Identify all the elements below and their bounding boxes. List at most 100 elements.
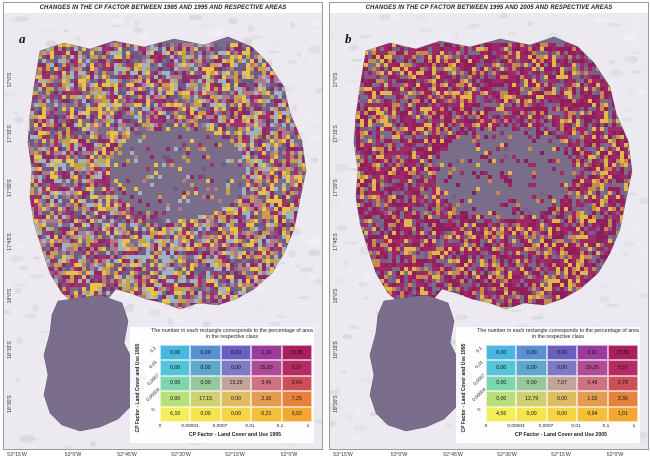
transition-matrix: The number in each rectangle corresponds… xyxy=(456,327,640,443)
lon-label: 52°45'W xyxy=(443,452,463,458)
matrix-x-tick: 0,1 xyxy=(276,424,284,429)
panel-title: CHANGES IN THE CP FACTOR BETWEEN 1995 AN… xyxy=(365,5,613,11)
lon-label: 53°15'W xyxy=(7,452,27,458)
transition-matrix: The number in each rectangle corresponds… xyxy=(130,327,314,443)
matrix-cell: 12,79 xyxy=(516,391,547,407)
lon-label: 52°30'W xyxy=(497,452,517,458)
matrix-cell: 0,00 xyxy=(516,375,547,392)
matrix-cell: 0,00 xyxy=(546,360,578,376)
lat-label: 18°0'S xyxy=(7,288,13,304)
matrix-x-tick: 0,00004 xyxy=(507,424,525,429)
matrix-cell: 0,00 xyxy=(160,345,191,361)
latitude-labels: 17°0'S 17°15'S 17°30'S 17°45'S 18°0'S 18… xyxy=(4,3,16,449)
lon-label: 52°15'W xyxy=(551,452,571,458)
matrix-x-tick: 0,0007 xyxy=(212,424,228,429)
lat-label: 17°45'S xyxy=(7,233,13,251)
matrix-cell: 3,37 xyxy=(281,360,312,376)
matrix-cell: 7,07 xyxy=(546,375,578,392)
matrix-caption: The number in each rectangle corresponds… xyxy=(151,328,313,341)
matrix-cell: 7,25 xyxy=(281,391,312,407)
matrix-x-title: CP Factor - Land Cover and Use 2005 xyxy=(514,432,608,438)
matrix-cell: 0,48 xyxy=(577,375,608,392)
lat-label: 17°15'S xyxy=(333,125,339,143)
matrix-grid: 0,00 0,00 0,00 1,16 13,39 0,00 0,00 0,00 25,83 3,… xyxy=(160,345,312,422)
lon-label: 52°0'W xyxy=(606,452,624,458)
lon-label: 53°15'W xyxy=(333,452,353,458)
matrix-cell: 0,00 xyxy=(160,360,191,376)
matrix-cell: 0,00 xyxy=(190,406,221,422)
matrix-x-tick: 0,00004 xyxy=(181,424,199,429)
lat-label: 17°45'S xyxy=(333,233,339,251)
matrix-cell: 9,64 xyxy=(281,375,312,392)
lat-label: 18°15'S xyxy=(7,341,13,359)
matrix-cell: 3,46 xyxy=(251,375,282,392)
cp-factor-raster xyxy=(28,43,306,315)
matrix-x-tick: 0 xyxy=(484,424,488,429)
matrix-cell: 0,00 xyxy=(160,375,191,392)
matrix-cell: 3,36 xyxy=(607,391,638,407)
matrix-cell: 13,29 xyxy=(220,375,252,392)
matrix-cell: 2,30 xyxy=(251,391,282,407)
lat-label: 18°30'S xyxy=(333,395,339,413)
matrix-cell: 0,00 xyxy=(546,345,578,361)
matrix-cell: 0,00 xyxy=(546,406,578,422)
panel-a: CHANGES IN THE CP FACTOR BETWEEN 1985 AN… xyxy=(3,2,323,450)
matrix-cell: 4,56 xyxy=(486,406,517,422)
lat-label: 17°0'S xyxy=(7,72,13,88)
matrix-cell: 0,00 xyxy=(190,375,221,392)
matrix-grid: 0,00 0,00 0,00 0,91 37,55 0,00 0,00 0,00 29,35 3,… xyxy=(486,345,638,422)
lon-label: 52°15'W xyxy=(225,452,245,458)
matrix-cell: 0,00 xyxy=(220,360,252,376)
matrix-cell: 0,00 xyxy=(190,345,221,361)
matrix-cell: 0,00 xyxy=(220,345,252,361)
matrix-cell: 1,16 xyxy=(251,345,282,361)
matrix-cell: 0,02 xyxy=(281,406,312,422)
matrix-cell: 17,15 xyxy=(190,391,221,407)
matrix-x-tick: 0,1 xyxy=(602,424,610,429)
matrix-x-tick: 0 xyxy=(158,424,162,429)
matrix-cell: 0,00 xyxy=(516,406,547,422)
matrix-x-title: CP Factor - Land Cover and Use 1995 xyxy=(188,432,282,438)
matrix-cell: 0,00 xyxy=(486,375,517,392)
latitude-labels: 17°0'S 17°15'S 17°30'S 17°45'S 18°0'S 18… xyxy=(330,3,342,449)
lon-label: 52°0'W xyxy=(280,452,298,458)
matrix-cell: 0,00 xyxy=(516,360,547,376)
lat-label: 17°30'S xyxy=(7,179,13,197)
matrix-cell: 3,57 xyxy=(607,360,638,376)
matrix-cell: 0,00 xyxy=(486,360,517,376)
lat-label: 17°30'S xyxy=(333,179,339,197)
matrix-x-tick: 1 xyxy=(632,424,636,429)
lon-label: 53°0'W xyxy=(390,452,408,458)
matrix-cell: 0,91 xyxy=(577,345,608,361)
matrix-x-tick: 0,0007 xyxy=(538,424,554,429)
matrix-cell: 0,00 xyxy=(516,345,547,361)
matrix-cell: 0,00 xyxy=(160,391,191,407)
matrix-cell: 6,10 xyxy=(160,406,191,422)
lat-label: 17°15'S xyxy=(7,125,13,143)
matrix-cell: 0,00 xyxy=(486,345,517,361)
matrix-cell: 0,00 xyxy=(220,406,252,422)
matrix-cell: 13,39 xyxy=(281,345,312,361)
panel-letter: b xyxy=(345,31,352,46)
matrix-cell: 0,00 xyxy=(546,391,578,407)
matrix-x-tick: 0,01 xyxy=(245,424,255,429)
lon-label: 52°30'W xyxy=(171,452,191,458)
lon-label: 53°0'W xyxy=(64,452,82,458)
matrix-cell: 2,78 xyxy=(607,375,638,392)
matrix-y-title: CP Factor - Land Cover and Use 1985 xyxy=(135,343,141,433)
matrix-cell: 0,21 xyxy=(251,406,282,422)
lon-label: 52°45'W xyxy=(117,452,137,458)
matrix-caption: The number in each rectangle corresponds… xyxy=(477,328,639,341)
panel-b: CHANGES IN THE CP FACTOR BETWEEN 1995 AN… xyxy=(329,2,649,450)
matrix-y-title: CP Factor - Land Cover and Use 1995 xyxy=(461,343,467,433)
matrix-x-tick: 1 xyxy=(306,424,310,429)
matrix-cell: 25,83 xyxy=(251,360,282,376)
lat-label: 18°30'S xyxy=(7,395,13,413)
lat-label: 18°0'S xyxy=(333,288,339,304)
matrix-cell: 1,01 xyxy=(607,406,638,422)
panel-letter: a xyxy=(19,31,26,46)
matrix-x-tick: 0,01 xyxy=(571,424,581,429)
matrix-cell: 0,00 xyxy=(190,360,221,376)
floodplain-area xyxy=(43,294,147,432)
